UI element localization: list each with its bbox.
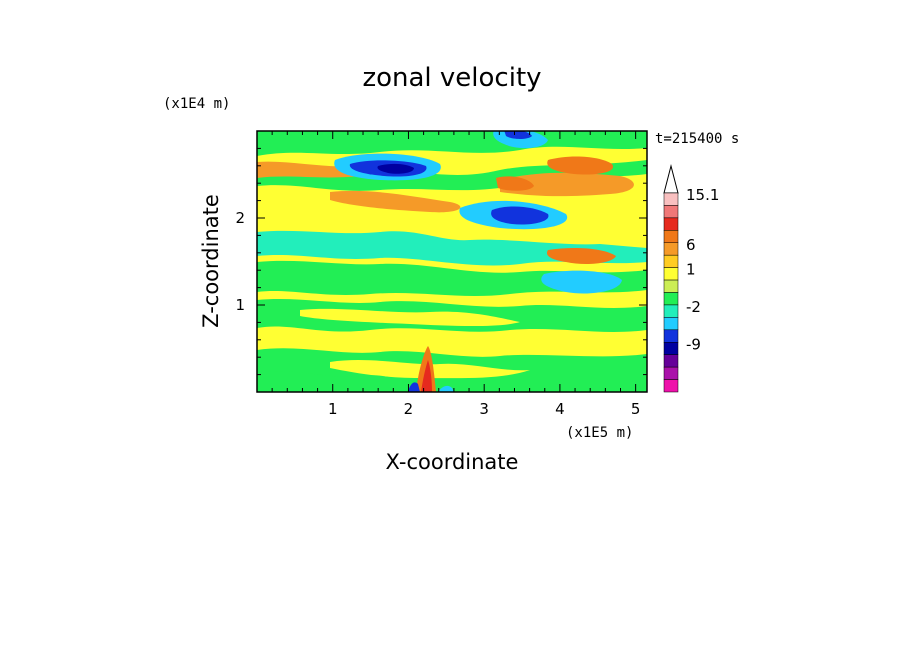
colorbar-label: 15.1 [686,186,719,204]
colorbar-swatch [663,192,679,206]
colorbar-swatch [663,230,679,243]
surface-jet-core [421,360,432,392]
blob-cyan-right [541,270,622,294]
colorbar-swatch [663,254,679,268]
colorbar-swatch [663,205,679,219]
colorbar-arrow [663,164,679,194]
colorbar-swatch [663,267,679,281]
colorbar-swatch [663,354,679,368]
x-unit-label: (x1E5 m) [566,425,633,441]
colorbar-swatch [663,366,679,380]
y-unit-label: (x1E4 m) [163,96,230,112]
band-green-bottom-2 [257,371,420,392]
colorbar-swatch [663,242,679,256]
heatmap-field [257,131,647,392]
x-tick-label: 3 [479,400,489,418]
jet-navy-1 [377,163,414,174]
surface-cyan [438,385,454,392]
band-orange-2 [330,190,461,213]
band-green-upper [257,131,647,156]
jet-blue-2 [491,206,549,225]
colorbar-swatch [663,279,679,293]
colorbar-swatch [663,217,679,231]
blob-orange-right [546,248,616,264]
colorbar-label: -9 [686,335,701,353]
colorbar-swatch [663,329,679,343]
colorbar-swatch [663,304,679,318]
y-tick-label: 2 [235,209,245,227]
colorbar-label: 6 [686,236,696,254]
x-axis-ticks: 1 2 3 4 5 [271,131,641,418]
time-label: t=215400 s [655,131,739,147]
x-tick-label: 2 [404,400,414,418]
x-tick-label: 5 [631,400,641,418]
x-axis-label: X-coordinate [386,450,519,474]
plot-frame [256,130,648,393]
band-orange-3 [500,172,634,197]
x-tick-label: 1 [328,400,338,418]
surface-blue [408,382,420,392]
y-axis-label: Z-coordinate [199,194,223,328]
colorbar-label: -2 [686,298,701,316]
y-tick-label: 1 [235,296,245,314]
band-green-mid-upper [257,160,647,191]
band-orange-4 [547,156,614,175]
colorbar [663,164,679,393]
jet-blue-3 [504,131,532,139]
colorbar-swatch [663,292,679,306]
colorbar-label: 1 [686,261,696,279]
colorbar-swatch [663,342,679,355]
band-orange-5 [496,176,534,191]
colorbar-swatch [663,317,679,331]
colorbar-labels: 15.1 6 1 -2 -9 [686,186,719,353]
y-axis-ticks: 12 [235,147,647,376]
x-tick-label: 4 [555,400,565,418]
colorbar-swatch [663,379,679,393]
chart-title: zonal velocity [362,63,541,93]
band-yellow-lower [300,308,520,326]
